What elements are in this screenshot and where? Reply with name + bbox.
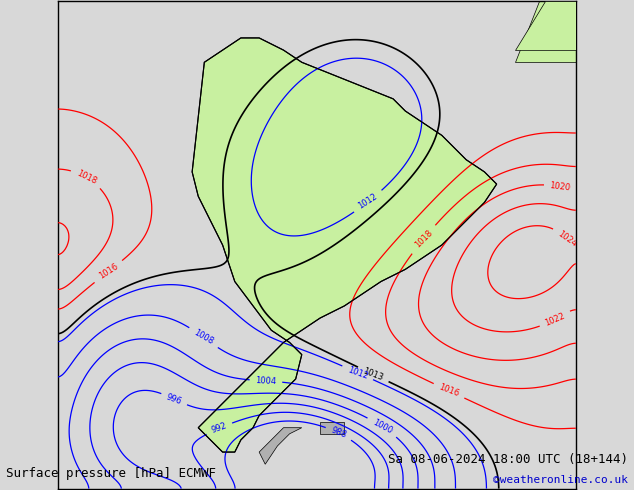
Polygon shape [320,421,344,434]
Text: 1000: 1000 [371,418,394,436]
Text: 1016: 1016 [97,262,120,281]
Polygon shape [515,1,576,50]
Polygon shape [515,1,576,62]
Text: 1012: 1012 [346,365,369,381]
Text: 1018: 1018 [75,169,98,186]
Text: ©weatheronline.co.uk: ©weatheronline.co.uk [493,475,628,485]
Text: Sa 08-06-2024 18:00 UTC (18+144): Sa 08-06-2024 18:00 UTC (18+144) [387,452,628,466]
Text: 1004: 1004 [256,376,276,386]
Text: 992: 992 [210,421,228,435]
Text: 988: 988 [330,426,347,440]
Text: 1013: 1013 [362,367,385,382]
Polygon shape [259,428,302,464]
Text: 1022: 1022 [543,311,567,327]
Text: 1008: 1008 [192,328,215,347]
Text: 1012: 1012 [357,192,379,211]
Text: 1024: 1024 [556,230,578,249]
Text: 1016: 1016 [437,383,460,399]
Text: 996: 996 [165,392,183,406]
Text: 1018: 1018 [413,228,434,250]
Text: 1020: 1020 [549,181,571,192]
Polygon shape [192,38,496,452]
Text: Surface pressure [hPa] ECMWF: Surface pressure [hPa] ECMWF [6,467,216,480]
